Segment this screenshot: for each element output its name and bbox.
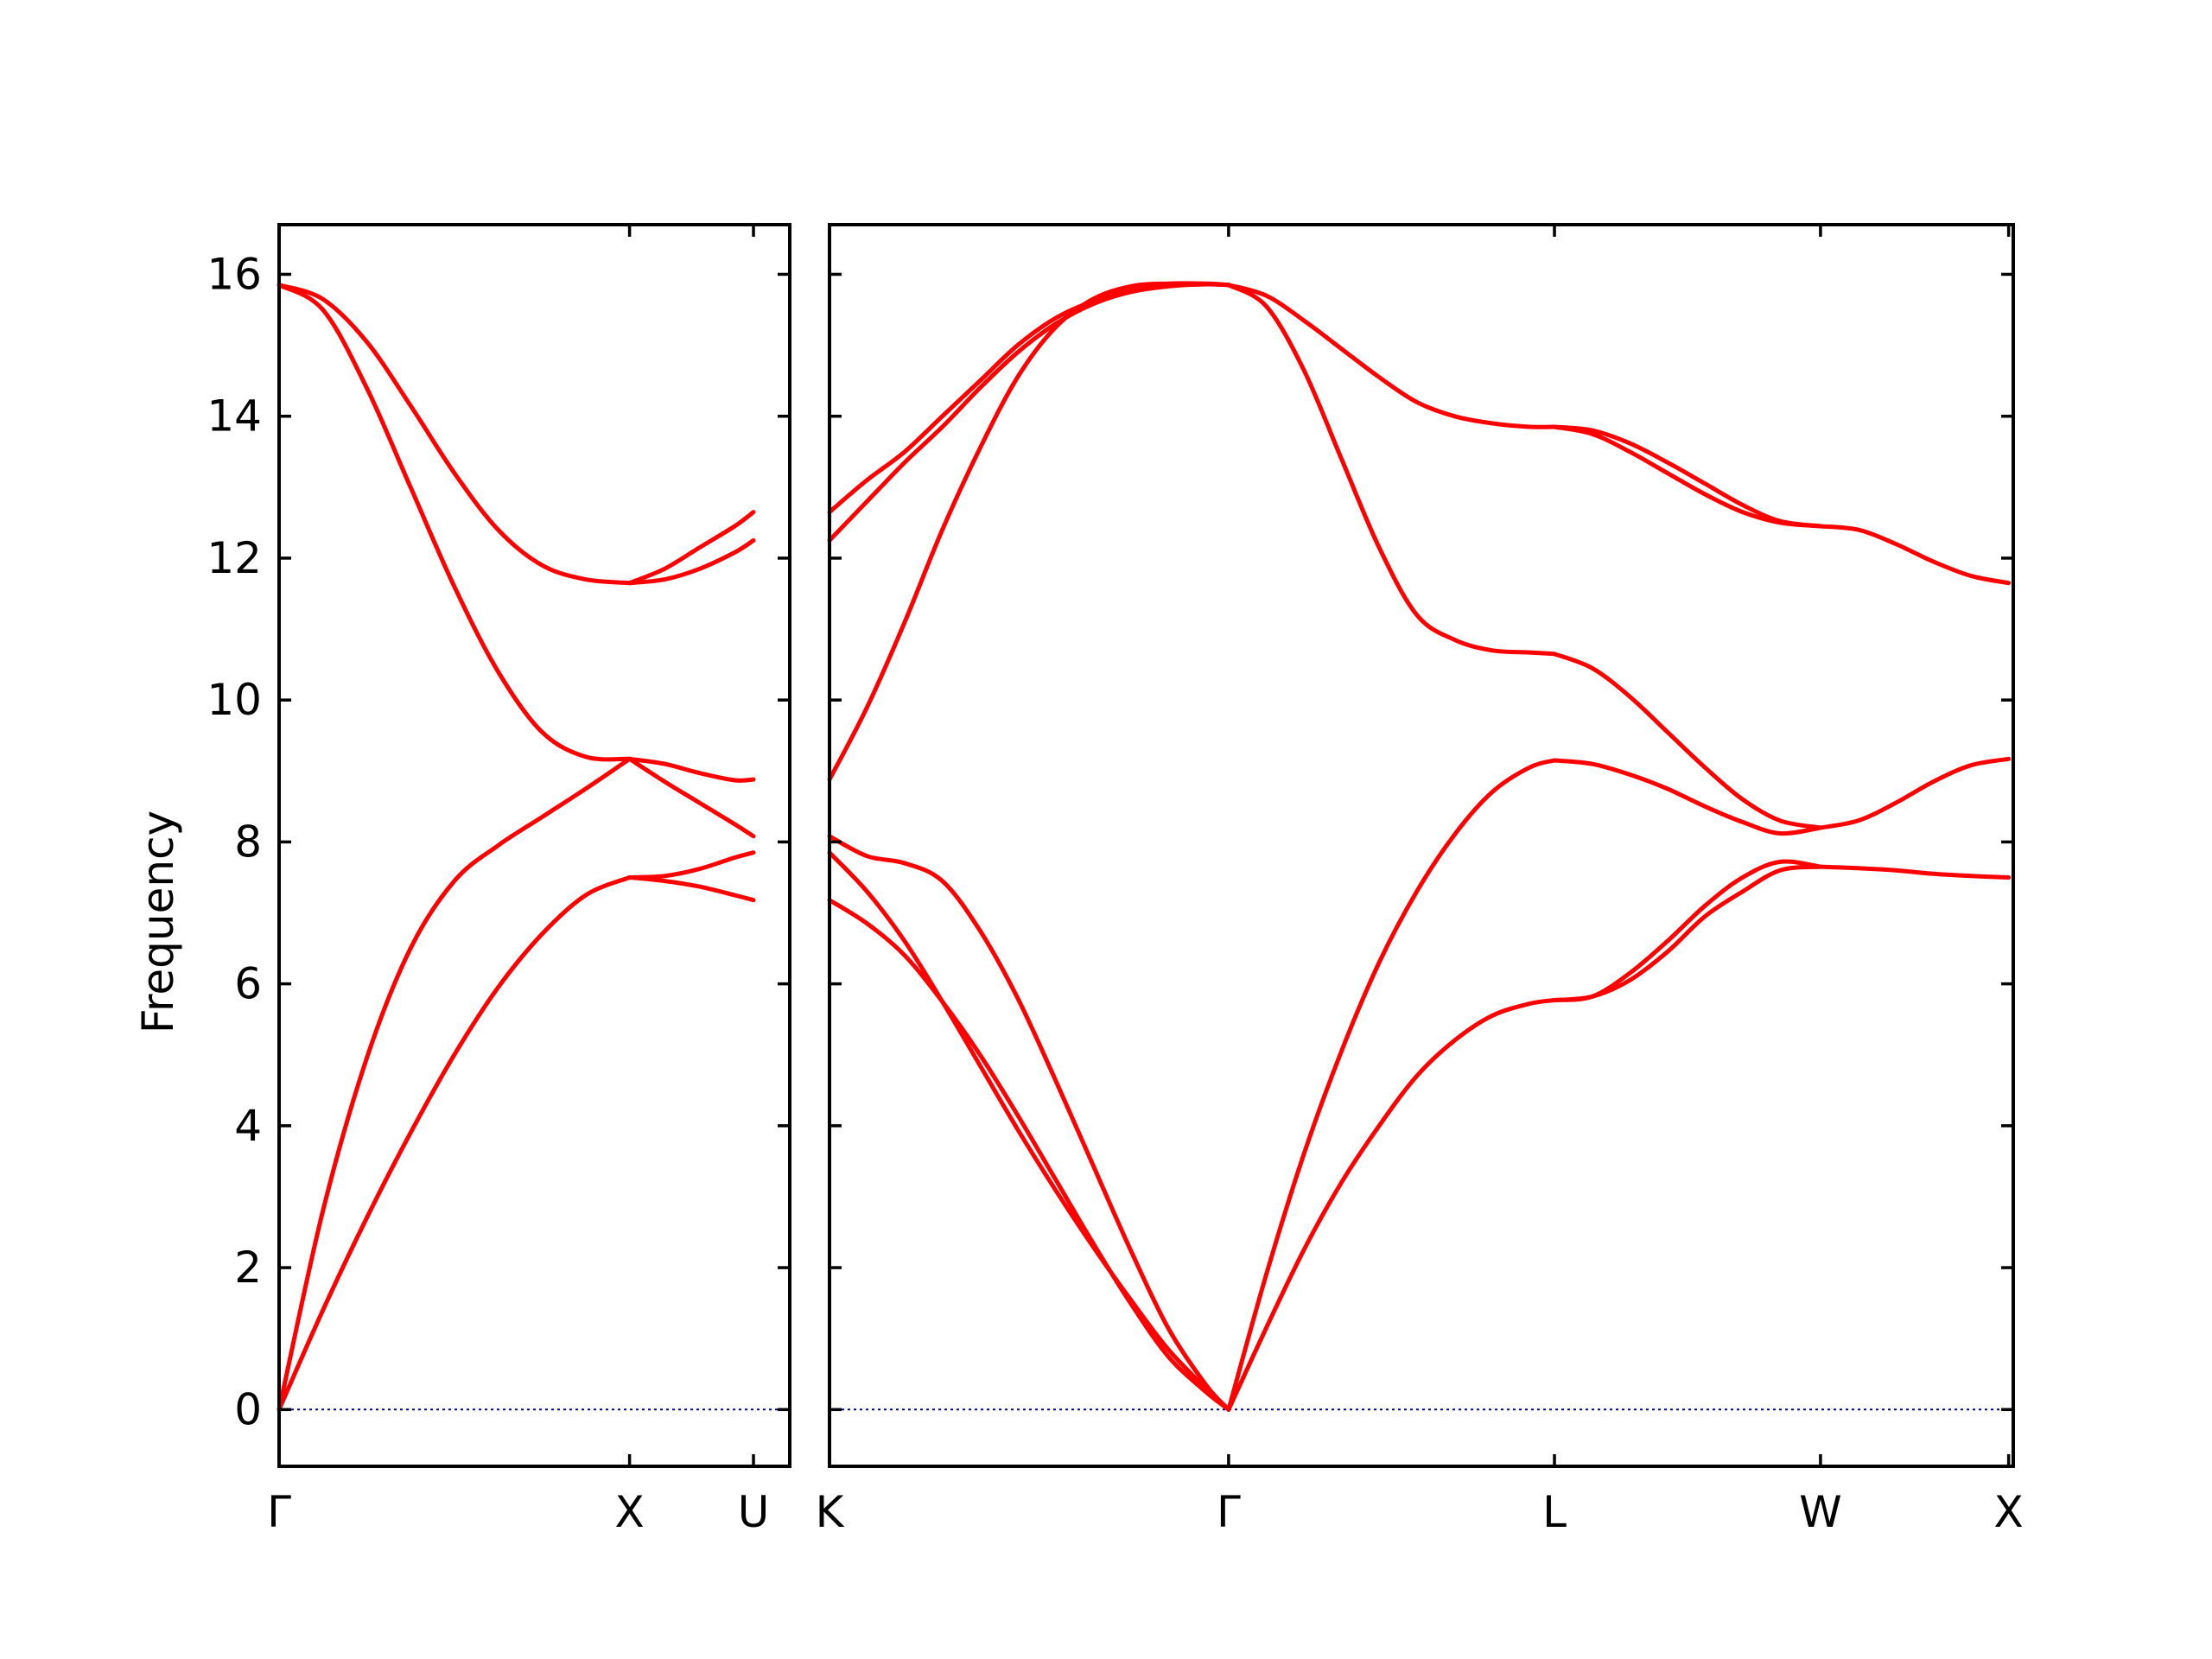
y-tick-label: 10: [207, 675, 262, 725]
band-1-0-4: [827, 282, 1231, 543]
x-tick-label: Γ: [1217, 1487, 1241, 1537]
plot-frame: [277, 223, 791, 1468]
x-tick-label: X: [614, 1487, 644, 1537]
band-0-0-3: [276, 283, 632, 586]
y-tick-label: 16: [207, 249, 262, 299]
x-tick-label: U: [738, 1487, 770, 1537]
left-band-panel: 0 2 4 6 8 10 12 14 16 Γ X U: [207, 223, 791, 1537]
x-tick-label: K: [816, 1487, 845, 1537]
band-1-0-3: [827, 281, 1231, 782]
y-tick-label: 0: [234, 1384, 262, 1434]
band-0-1-3: [627, 756, 756, 783]
band-1-1-1: [1226, 758, 1557, 1412]
plot-frame: [828, 223, 2015, 1468]
band-1-1-2: [1226, 283, 1557, 657]
band-1-3-0: [1818, 864, 2012, 880]
band-0-1-4: [627, 537, 756, 586]
band-1-3-2: [1818, 524, 2012, 586]
band-1-0-1: [827, 850, 1231, 1412]
x-tick-label: L: [1542, 1487, 1567, 1537]
band-0-1-2: [627, 756, 756, 839]
y-tick-label: 8: [234, 817, 262, 867]
band-1-0-5: [827, 282, 1231, 515]
x-tick-label: W: [1799, 1487, 1841, 1537]
y-tick-label: 4: [234, 1101, 262, 1151]
band-1-2-2: [1552, 758, 1823, 836]
band-1-2-0: [1552, 864, 1823, 1002]
x-tick-label: Γ: [267, 1487, 291, 1537]
band-0-1-5: [627, 510, 756, 586]
y-tick-label: 14: [207, 391, 262, 442]
y-tick-label: 12: [207, 533, 262, 583]
band-1-1-3: [1226, 283, 1557, 429]
band-0-1-1: [627, 875, 756, 903]
band-1-2-3: [1552, 652, 1823, 830]
band-1-3-1: [1818, 756, 2012, 830]
band-0-0-2: [276, 283, 632, 762]
band-1-0-2: [827, 834, 1231, 1412]
band-0-0-0: [276, 875, 632, 1412]
band-1-0-0: [827, 898, 1231, 1412]
band-1-1-0: [1226, 998, 1557, 1412]
band-1-2-5: [1552, 424, 1823, 529]
y-tick-label: 6: [234, 959, 262, 1009]
band-1-2-4: [1552, 424, 1823, 529]
x-tick-label: X: [1994, 1487, 2024, 1537]
band-0-0-1: [276, 756, 632, 1412]
y-tick-label: 2: [234, 1243, 262, 1293]
band-1-2-1: [1552, 859, 1823, 1002]
y-axis-label: Frequency: [133, 810, 183, 1033]
band-0-1-0: [627, 850, 756, 880]
